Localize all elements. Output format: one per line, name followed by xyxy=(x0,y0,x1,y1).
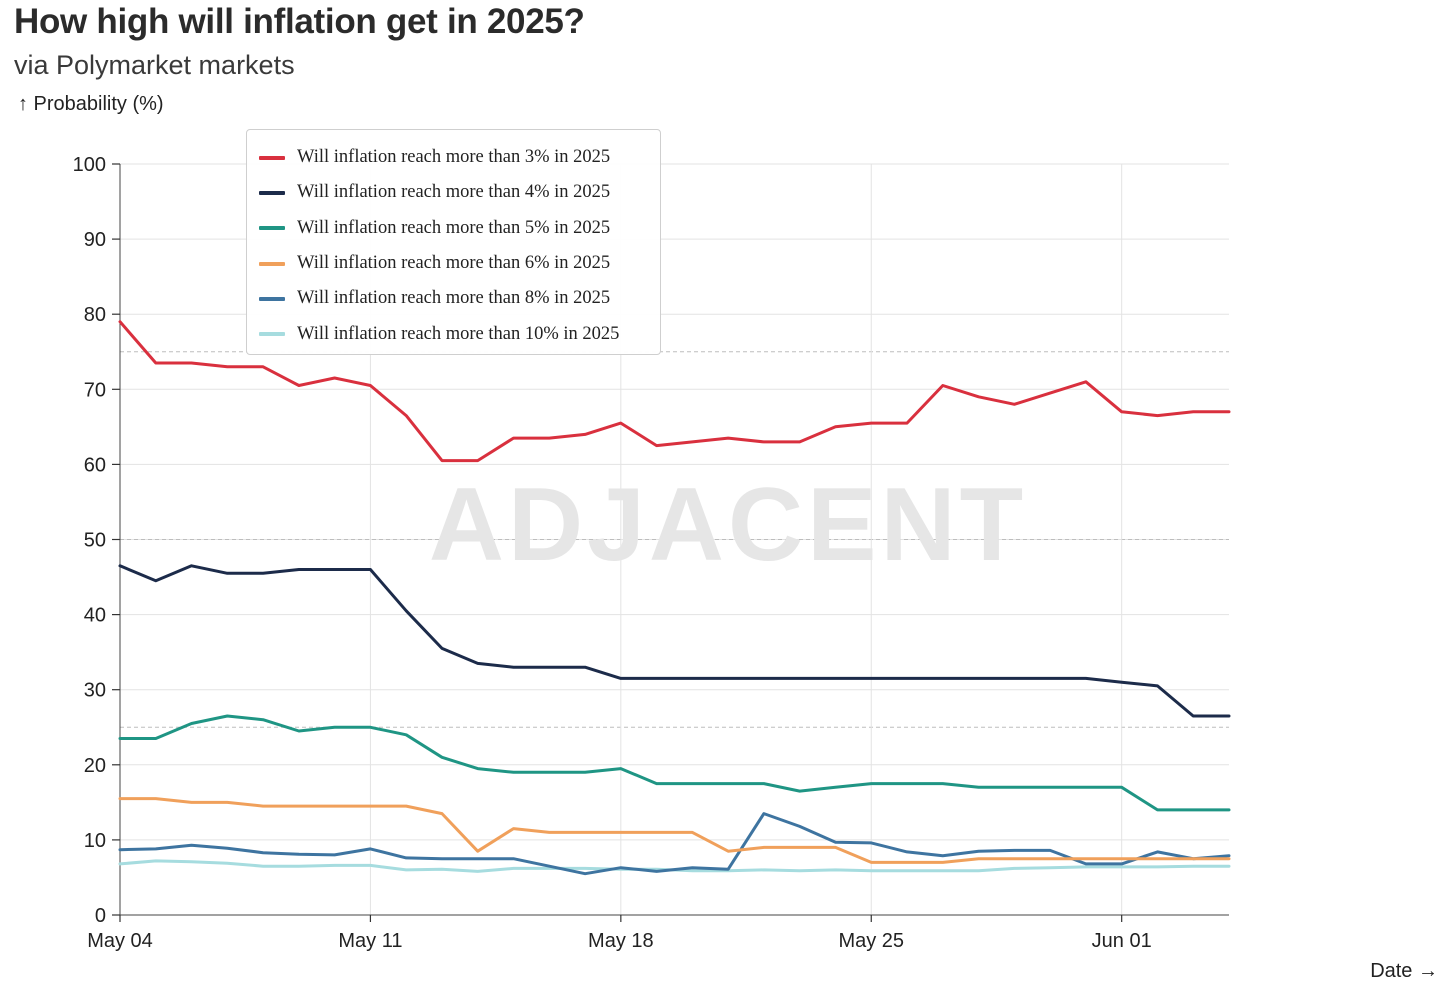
x-tick-label: May 11 xyxy=(338,930,402,952)
legend-swatch xyxy=(259,226,285,231)
series-layer xyxy=(118,320,1231,876)
series-line-1 xyxy=(118,320,1231,463)
chart-subtitle: via Polymarket markets xyxy=(14,50,295,80)
series-line-4 xyxy=(118,797,1231,864)
legend-label: Will inflation reach more than 5% in 202… xyxy=(297,217,611,238)
legend-label: Will inflation reach more than 4% in 202… xyxy=(297,182,611,203)
series-line-3 xyxy=(118,714,1231,812)
y-tick-label: 90 xyxy=(84,229,106,251)
x-tick-label: May 04 xyxy=(87,930,153,952)
y-tick-label: 10 xyxy=(84,830,106,852)
series-line-2 xyxy=(118,564,1231,718)
y-tick-label: 80 xyxy=(84,304,106,326)
legend-label: Will inflation reach more than 8% in 202… xyxy=(297,288,611,309)
y-tick-label: 20 xyxy=(84,755,106,777)
y-tick-label: 70 xyxy=(84,379,106,401)
x-tick-label: May 25 xyxy=(838,930,904,952)
chart-title: How high will inflation get in 2025? xyxy=(14,2,585,41)
legend-label: Will inflation reach more than 6% in 202… xyxy=(297,253,611,274)
legend-swatch xyxy=(259,332,285,337)
legend: Will inflation reach more than 3% in 202… xyxy=(246,129,661,355)
legend-swatch xyxy=(259,190,285,195)
legend-swatch xyxy=(259,261,285,266)
legend-item: Will inflation reach more than 6% in 202… xyxy=(247,246,660,281)
y-tick-label: 40 xyxy=(84,605,106,627)
y-axis-label: ↑ Probability (%) xyxy=(18,93,164,115)
legend-label: Will inflation reach more than 10% in 20… xyxy=(297,323,620,344)
y-tick-label: 0 xyxy=(95,905,106,927)
y-tick-label: 100 xyxy=(73,154,106,176)
y-tick-label: 30 xyxy=(84,680,106,702)
legend-item: Will inflation reach more than 4% in 202… xyxy=(247,175,660,210)
legend-label: Will inflation reach more than 3% in 202… xyxy=(297,147,611,168)
x-tick-label: Jun 01 xyxy=(1092,930,1152,952)
x-axis-label: Date → xyxy=(1370,960,1438,982)
legend-swatch xyxy=(259,296,285,301)
legend-item: Will inflation reach more than 10% in 20… xyxy=(247,316,660,351)
legend-item: Will inflation reach more than 5% in 202… xyxy=(247,211,660,246)
legend-swatch xyxy=(259,155,285,160)
series-line-5 xyxy=(118,812,1231,876)
legend-item: Will inflation reach more than 8% in 202… xyxy=(247,281,660,316)
x-tick-label: May 18 xyxy=(588,930,654,952)
y-tick-label: 60 xyxy=(84,454,106,476)
y-tick-label: 50 xyxy=(84,530,106,552)
axes: 0 10 20 30 40 50 60 70 80 90 100 May 04 May 11 May 18… xyxy=(73,154,1229,952)
watermark: ADJACENT xyxy=(429,467,1027,583)
legend-item: Will inflation reach more than 3% in 202… xyxy=(247,140,660,175)
